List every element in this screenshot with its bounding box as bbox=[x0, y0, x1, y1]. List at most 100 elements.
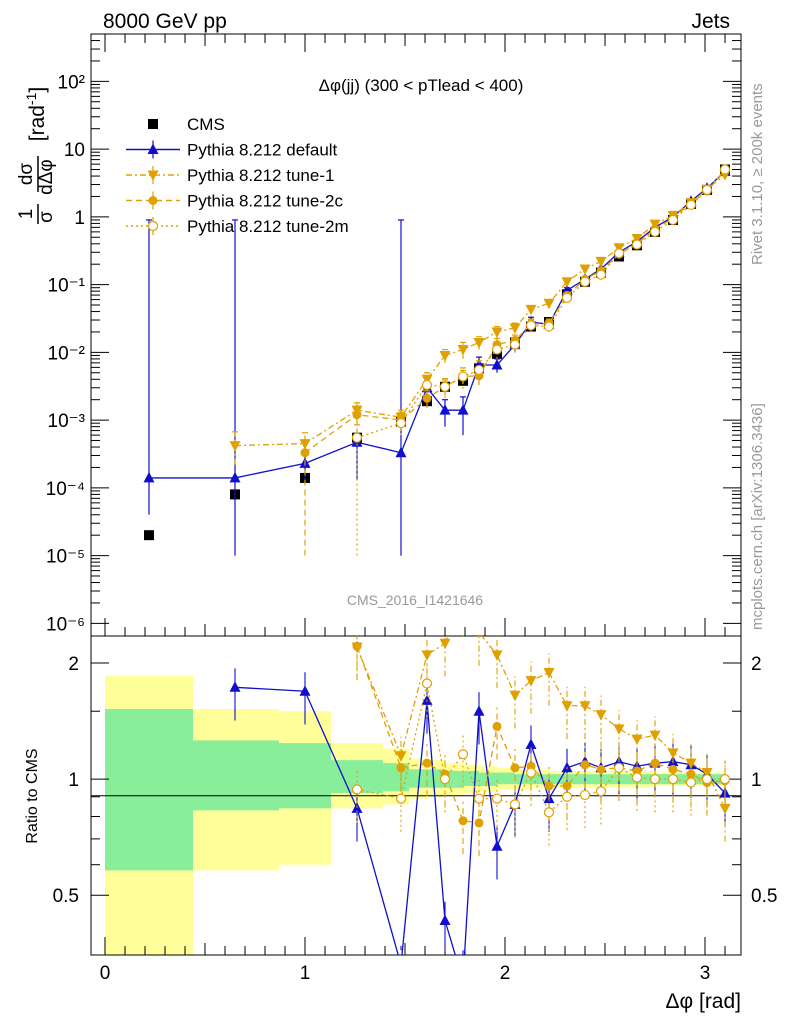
data-point bbox=[525, 304, 537, 316]
data-point bbox=[595, 269, 607, 280]
ratio-ylabel: Ratio to CMS bbox=[24, 748, 41, 843]
data-point bbox=[229, 471, 241, 483]
legend-label: Pythia 8.212 tune-2c bbox=[187, 192, 343, 211]
inner-band-bin bbox=[655, 774, 673, 785]
data-point bbox=[667, 214, 679, 226]
data-point bbox=[561, 292, 573, 303]
inner-band-bin bbox=[707, 774, 725, 785]
inner-band-bin bbox=[531, 774, 549, 785]
inner-band-bin bbox=[445, 770, 463, 788]
data-point bbox=[457, 371, 469, 382]
data-point bbox=[561, 277, 573, 288]
y-tick-label: 1 bbox=[74, 208, 85, 229]
legend-marker bbox=[147, 220, 159, 232]
data-point bbox=[351, 432, 363, 443]
data-point bbox=[595, 256, 607, 268]
ratio-point bbox=[421, 694, 433, 705]
ratio-point bbox=[561, 791, 573, 802]
header-left: 8000 GeV pp bbox=[103, 10, 227, 33]
legend-entry: Pythia 8.212 tune-2c bbox=[126, 191, 343, 211]
ratio-point bbox=[458, 975, 469, 986]
ratio-point bbox=[491, 650, 503, 661]
rivet-label: Rivet 3.1.10, ≥ 200k events bbox=[749, 83, 766, 265]
ratio-point bbox=[561, 701, 573, 712]
data-point bbox=[631, 239, 643, 250]
data-point bbox=[631, 233, 643, 245]
data-point bbox=[613, 248, 625, 259]
ratio-point bbox=[701, 774, 713, 785]
data-point bbox=[422, 393, 432, 403]
ratio-point bbox=[631, 734, 643, 746]
ratio-point bbox=[596, 764, 606, 774]
ratio-point bbox=[649, 730, 661, 742]
ratio-point bbox=[439, 638, 451, 650]
ratio-point bbox=[458, 816, 468, 826]
legend-entry: Pythia 8.212 tune-2m bbox=[126, 217, 349, 236]
ratio-y-tick-label-right: 0.5 bbox=[751, 886, 777, 907]
legend-label: Pythia 8.212 tune-1 bbox=[187, 166, 334, 185]
y-tick-label: 10⁻⁴ bbox=[46, 479, 85, 500]
series-line bbox=[356, 169, 726, 439]
mcplots-label: mcplots.cern.ch [arXiv:1306.3436] bbox=[749, 403, 766, 630]
y-tick-label: 10² bbox=[58, 72, 85, 93]
ratio-point bbox=[667, 748, 679, 759]
ratio-point bbox=[525, 738, 537, 749]
ratio-point bbox=[650, 758, 660, 768]
ratio-point bbox=[491, 840, 503, 851]
x-axis-label: Δφ [rad] bbox=[666, 990, 742, 1013]
ratio-point bbox=[395, 793, 407, 804]
data-point bbox=[719, 164, 731, 175]
axis-ticks: 10⁻⁶ 10⁻⁵ 10⁻⁴ 10⁻³ 10⁻² 10⁻¹ 1 10 10² 0 1 2 3 0.5 0.5… bbox=[46, 33, 777, 984]
legend-marker bbox=[147, 143, 159, 154]
inner-band-bin bbox=[567, 774, 585, 785]
data-point bbox=[579, 264, 591, 275]
series-tune1 bbox=[229, 170, 731, 465]
inner-band-bin bbox=[193, 740, 279, 811]
y-tick-label: 10⁻³ bbox=[48, 411, 86, 432]
series-line bbox=[234, 174, 726, 447]
ratio-point bbox=[685, 777, 697, 788]
inner-band-bin bbox=[619, 774, 637, 785]
chart-title: Δφ(jj) (300 < pTlead < 400) bbox=[319, 76, 524, 95]
ratio-point bbox=[396, 959, 407, 970]
ratio-point bbox=[422, 758, 432, 768]
ratio-data-layer bbox=[229, 636, 731, 986]
header-right: Jets bbox=[691, 10, 730, 33]
data-point bbox=[395, 418, 407, 429]
ratio-uncertainty-bands bbox=[105, 676, 725, 955]
x-tick-label: 3 bbox=[700, 963, 711, 984]
data-point bbox=[491, 344, 503, 355]
ratio-point bbox=[525, 676, 537, 687]
inner-band-bin bbox=[585, 774, 601, 785]
inner-band-bin bbox=[427, 769, 445, 788]
ratio-point bbox=[492, 721, 502, 731]
ratio-point bbox=[421, 678, 433, 689]
ratio-point bbox=[525, 767, 537, 778]
ratio-point bbox=[544, 781, 554, 791]
ratio-point bbox=[352, 641, 362, 651]
ratio-point bbox=[649, 774, 661, 785]
legend-entry: CMS bbox=[148, 115, 225, 134]
ratio-point bbox=[477, 636, 481, 639]
x-tick-label: 1 bbox=[300, 963, 311, 984]
legend-entry: Pythia 8.212 default bbox=[126, 140, 338, 160]
ratio-point bbox=[396, 763, 406, 773]
inner-band-bin bbox=[515, 774, 531, 785]
ratio-point bbox=[457, 749, 469, 760]
legend-marker bbox=[148, 196, 158, 205]
ratio-y-tick-label: 0.5 bbox=[53, 886, 79, 907]
data-point bbox=[395, 446, 407, 458]
legend-marker bbox=[148, 119, 158, 129]
data-point bbox=[439, 350, 451, 362]
legend-label: Pythia 8.212 default bbox=[187, 141, 338, 160]
ratio-y-tick-label-right: 1 bbox=[751, 770, 762, 791]
data-point bbox=[457, 345, 469, 356]
data-point bbox=[543, 298, 555, 310]
legend-marker bbox=[147, 170, 159, 181]
data-point bbox=[509, 323, 521, 334]
inner-band-bin bbox=[691, 774, 707, 785]
data-point bbox=[143, 471, 155, 483]
ratio-point bbox=[229, 681, 241, 692]
main-ylabel: 1σ dσdΔφ [rad-1] bbox=[16, 87, 57, 224]
